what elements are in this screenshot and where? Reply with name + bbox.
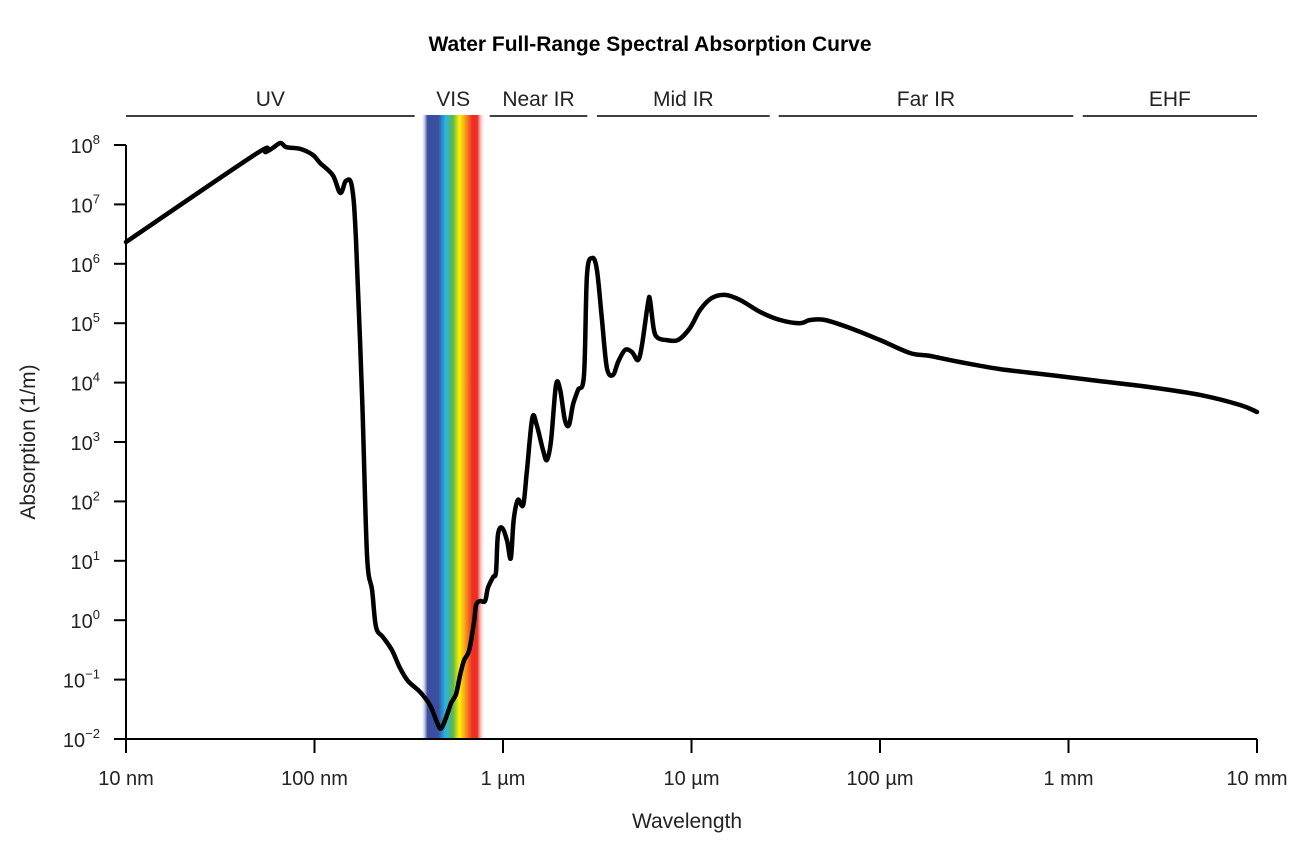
x-tick-label: 10 nm <box>98 768 154 790</box>
spectral-regions: UV VIS Near IR Mid IR Far IR EHF <box>126 88 1257 117</box>
x-tick-label: 1 mm <box>1044 768 1094 790</box>
region-label: Mid IR <box>653 88 714 111</box>
y-tick-base: 10 <box>71 552 93 574</box>
absorption-curve <box>123 140 1260 731</box>
y-tick-base: 10 <box>71 136 93 158</box>
x-tick-label: 100 µm <box>846 768 913 790</box>
region-label: Far IR <box>897 88 955 111</box>
region-label: VIS <box>436 88 470 111</box>
y-tick-label: 103 <box>71 429 100 455</box>
y-tick-base: 10 <box>63 671 85 693</box>
y-tick-exponent: −2 <box>85 726 100 741</box>
y-tick-exponent: 8 <box>93 132 100 147</box>
y-tick-exponent: 5 <box>93 310 100 325</box>
y-tick-label: 108 <box>71 132 100 158</box>
x-tick-label: 100 nm <box>281 768 348 790</box>
y-tick-label: 104 <box>71 370 100 396</box>
y-tick-exponent: −1 <box>85 667 100 682</box>
chart-title: Water Full-Range Spectral Absorption Cur… <box>429 33 872 56</box>
y-tick-base: 10 <box>63 730 85 752</box>
axes: 10 nm 100 nm 1 µm 10 µm 100 µm 1 mm 10 mm10810… <box>63 132 1288 790</box>
x-axis-label: Wavelength <box>632 810 742 833</box>
y-tick-label: 10−2 <box>63 726 100 752</box>
y-tick-base: 10 <box>71 611 93 633</box>
y-tick-base: 10 <box>71 492 93 514</box>
y-tick-label: 101 <box>71 548 100 574</box>
y-tick-label: 10−1 <box>63 667 100 693</box>
y-tick-base: 10 <box>71 374 93 396</box>
y-tick-label: 106 <box>71 251 100 277</box>
y-tick-exponent: 1 <box>93 548 100 563</box>
region-label: UV <box>256 88 285 111</box>
y-tick-base: 10 <box>71 195 93 217</box>
y-tick-base: 10 <box>71 314 93 336</box>
visible-spectrum-band <box>420 115 486 739</box>
x-tick-label: 10 µm <box>664 768 720 790</box>
y-tick-label: 105 <box>71 310 100 336</box>
y-tick-exponent: 7 <box>93 191 100 206</box>
y-tick-exponent: 0 <box>93 607 100 622</box>
y-axis-label: Absorption (1/m) <box>17 364 40 519</box>
region-label: EHF <box>1149 88 1191 111</box>
y-tick-label: 100 <box>71 607 100 633</box>
y-tick-base: 10 <box>71 255 93 277</box>
x-tick-label: 10 mm <box>1226 768 1287 790</box>
x-tick-label: 1 µm <box>481 768 526 790</box>
y-tick-exponent: 6 <box>93 251 100 266</box>
y-tick-exponent: 3 <box>93 429 100 444</box>
y-tick-label: 107 <box>71 191 100 217</box>
y-tick-base: 10 <box>71 433 93 455</box>
y-tick-exponent: 2 <box>93 488 100 503</box>
y-tick-label: 102 <box>71 488 100 514</box>
region-label: Near IR <box>502 88 574 111</box>
y-tick-exponent: 4 <box>93 370 100 385</box>
